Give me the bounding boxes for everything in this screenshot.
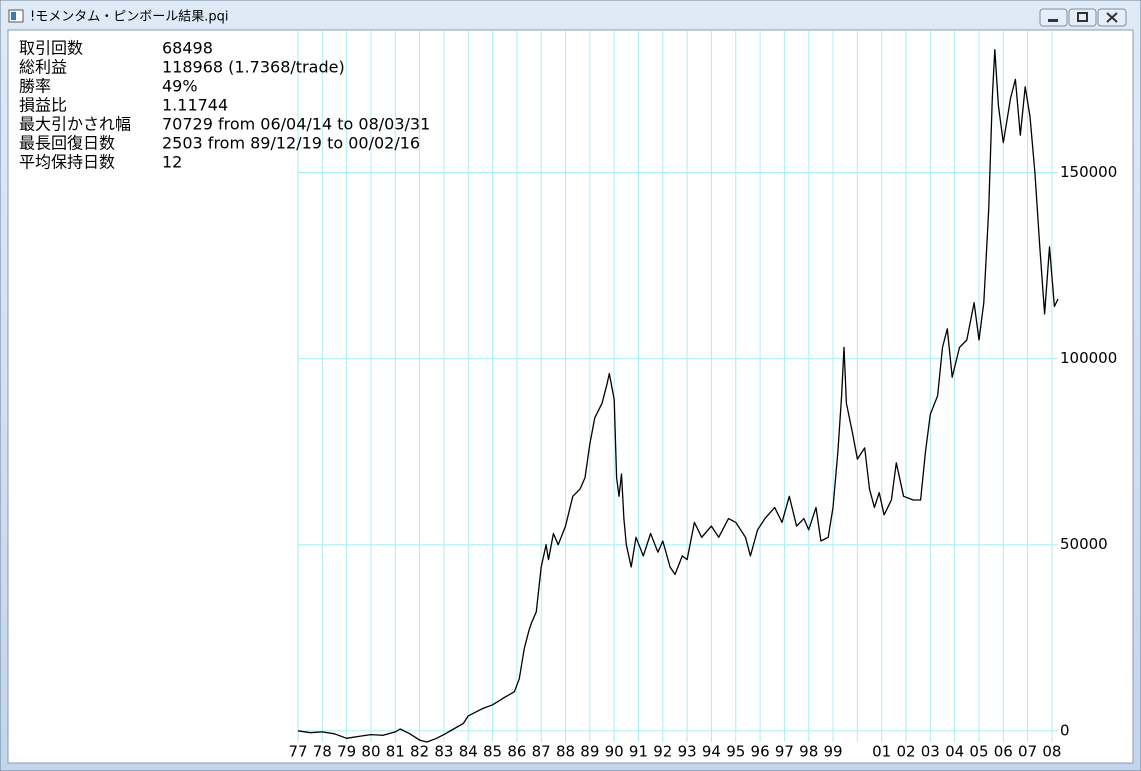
restore-button[interactable]	[1068, 8, 1097, 27]
x-tick-label: 88	[556, 743, 575, 761]
x-tick-label: 93	[678, 743, 697, 761]
stat-value: 2503 from 89/12/19 to 00/02/16	[162, 134, 420, 153]
restore-icon	[1077, 12, 1088, 22]
app-icon-detail	[11, 12, 16, 20]
minimize-icon	[1048, 19, 1058, 22]
x-tick-label: 83	[434, 743, 453, 761]
x-tick-label: 89	[580, 743, 599, 761]
stat-label: 最長回復日数	[19, 134, 115, 153]
x-tick-label: 01	[872, 743, 891, 761]
x-tick-label: 92	[653, 743, 672, 761]
stat-label: 損益比	[19, 96, 67, 115]
stat-label: 最大引かされ幅	[19, 115, 131, 134]
x-tick-label: 03	[921, 743, 940, 761]
stat-label: 取引回数	[19, 39, 83, 58]
x-tick-label: 90	[605, 743, 624, 761]
x-tick-label: 78	[313, 743, 332, 761]
x-tick-label: 99	[823, 743, 842, 761]
stat-value: 118968 (1.7368/trade)	[162, 58, 345, 77]
y-tick-label: 100000	[1060, 349, 1117, 367]
x-tick-label: 79	[337, 743, 356, 761]
x-tick-label: 96	[751, 743, 770, 761]
y-tick-label: 50000	[1060, 535, 1108, 553]
stat-value: 1.11744	[162, 96, 228, 115]
stat-value: 70729 from 06/04/14 to 08/03/31	[162, 115, 430, 134]
minimize-button[interactable]	[1039, 8, 1068, 27]
x-tick-label: 91	[629, 743, 648, 761]
x-tick-label: 06	[994, 743, 1013, 761]
x-tick-label: 81	[386, 743, 405, 761]
x-tick-label: 04	[945, 743, 964, 761]
x-tick-label: 94	[702, 743, 721, 761]
plot: 77 78 79 80 81 82 83 84 85 86 87 88 89 90 91 92 93 94 95 96…	[288, 31, 1117, 761]
x-tick-label: 98	[799, 743, 818, 761]
x-tick-label: 86	[507, 743, 526, 761]
window-buttons[interactable]	[1039, 8, 1127, 27]
x-tick-label: 80	[361, 743, 380, 761]
x-tick-label: 07	[1018, 743, 1037, 761]
stat-label: 平均保持日数	[19, 153, 115, 172]
stat-value: 12	[162, 153, 182, 172]
x-tick-label: 82	[410, 743, 429, 761]
x-tick-label: 05	[969, 743, 988, 761]
x-tick-label: 02	[896, 743, 915, 761]
equity-line	[297, 48, 1059, 743]
x-tick-label: 08	[1042, 743, 1061, 761]
stat-value: 49%	[162, 77, 198, 96]
x-tick-label: 84	[459, 743, 478, 761]
client-area	[7, 29, 1134, 764]
x-tick-label: 77	[288, 743, 307, 761]
close-icon	[1106, 12, 1118, 23]
stat-label: 総利益	[19, 58, 67, 77]
window-title: !モメンタム・ピンボール結果.pqi	[30, 10, 228, 25]
x-tick-label: 85	[483, 743, 502, 761]
x-tick-label: 97	[775, 743, 794, 761]
y-tick-label: 150000	[1060, 163, 1117, 181]
stat-value: 68498	[162, 39, 213, 58]
x-tick-label: 87	[532, 743, 551, 761]
y-tick-label: 0	[1060, 721, 1070, 739]
stat-label: 勝率	[19, 77, 51, 96]
stats: 取引回数 68498 総利益 118968 (1.7368/trade) 勝率 49% 損益…	[19, 39, 430, 172]
x-tick-label: 95	[726, 743, 745, 761]
